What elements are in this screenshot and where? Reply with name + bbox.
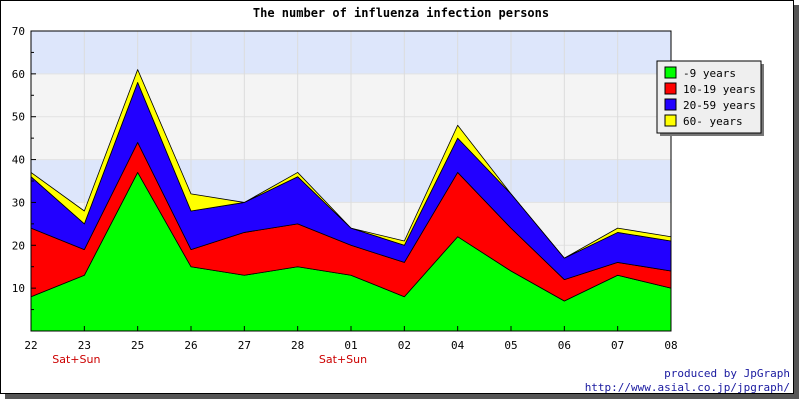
legend-label-2: 10-19 years bbox=[683, 83, 756, 96]
y-tick-label: 30 bbox=[12, 196, 25, 209]
x-tick-label: 26 bbox=[184, 339, 197, 352]
legend-swatch-4 bbox=[664, 114, 677, 127]
legend-swatch-1 bbox=[664, 66, 677, 79]
x-tick-label: 02 bbox=[398, 339, 411, 352]
y-tick-label: 40 bbox=[12, 154, 25, 167]
weekend-label: Sat+Sun bbox=[319, 353, 367, 366]
legend-swatch-3 bbox=[664, 98, 677, 111]
credit-line-2: http://www.asial.co.jp/jpgraph/ bbox=[585, 381, 790, 394]
y-tick-label: 70 bbox=[12, 25, 25, 38]
x-tick-label: 05 bbox=[504, 339, 517, 352]
legend-label-3: 20-59 years bbox=[683, 99, 756, 112]
credit-line-1: produced by JpGraph bbox=[664, 367, 790, 380]
x-tick-label: 23 bbox=[78, 339, 91, 352]
y-tick-label: 10 bbox=[12, 282, 25, 295]
x-tick-label: 08 bbox=[664, 339, 677, 352]
x-tick-label: 22 bbox=[24, 339, 37, 352]
x-tick-label: 07 bbox=[611, 339, 624, 352]
x-tick-label: 06 bbox=[558, 339, 571, 352]
x-tick-label: 28 bbox=[291, 339, 304, 352]
chart-title: The number of influenza infection person… bbox=[253, 6, 549, 20]
y-tick-label: 60 bbox=[12, 68, 25, 81]
x-tick-label: 04 bbox=[451, 339, 465, 352]
chart-frame: The number of influenza infection person… bbox=[0, 0, 794, 394]
legend-swatch-2 bbox=[664, 82, 677, 95]
weekend-label: Sat+Sun bbox=[52, 353, 100, 366]
y-tick-label: 20 bbox=[12, 239, 25, 252]
area-chart: The number of influenza infection person… bbox=[12, 6, 790, 394]
legend-label-4: 60- years bbox=[683, 115, 743, 128]
x-tick-label: 27 bbox=[238, 339, 251, 352]
legend: -9 years 10-19 years 20-59 years 60- years bbox=[656, 60, 764, 136]
y-tick-label: 50 bbox=[12, 111, 25, 124]
x-tick-label: 01 bbox=[344, 339, 357, 352]
legend-label-1: -9 years bbox=[683, 67, 736, 80]
x-tick-label: 25 bbox=[131, 339, 144, 352]
